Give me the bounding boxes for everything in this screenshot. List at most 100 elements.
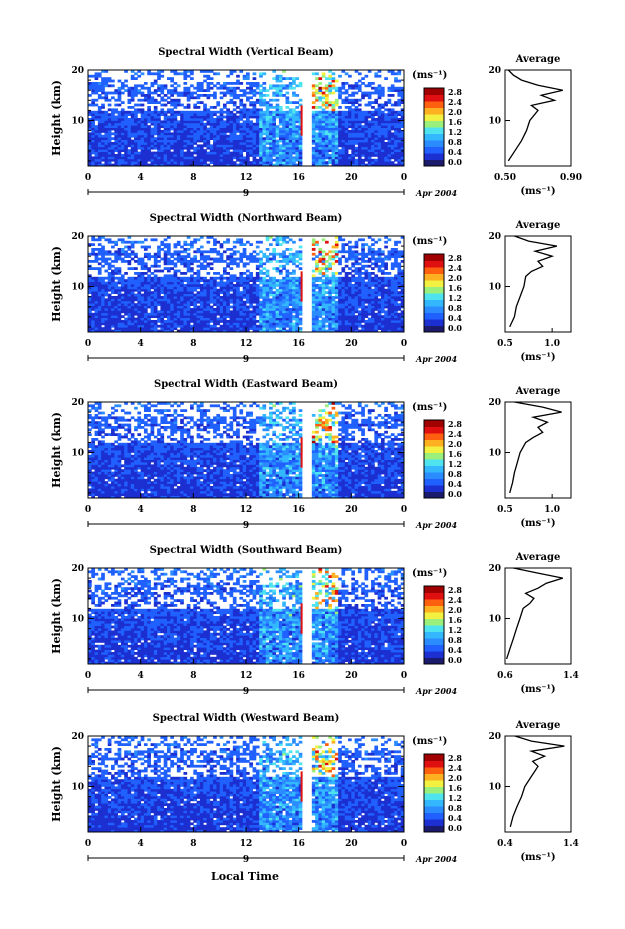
avg-profile-line [507, 69, 563, 162]
y-tick-label: 10 [71, 615, 84, 625]
colorbar-swatch [424, 465, 444, 473]
y-tick-label: 10 [71, 449, 84, 459]
colorbar-tick-label: 2.8 [448, 753, 462, 763]
avg-frame [504, 401, 572, 499]
x-tick-label: 0 [401, 505, 407, 515]
colorbar-frame [423, 253, 445, 333]
colorbar-tick-label: 2.0 [448, 273, 462, 283]
panel-title: Spectral Width (Westward Beam) [153, 713, 340, 724]
colorbar-swatch [424, 786, 444, 794]
date-label: Apr 2004 [415, 686, 458, 696]
avg-y-tick-label: 10 [488, 615, 501, 625]
colorbar-tick-label: 1.2 [448, 625, 462, 635]
colorbar-swatch [424, 459, 444, 466]
colorbar-tick-label: 1.6 [448, 283, 462, 293]
colorbar-tick-label: 1.6 [448, 615, 462, 625]
x-tick-label: 0 [401, 839, 407, 849]
colorbar-swatch [424, 153, 444, 160]
colorbar-tick-label: 1.2 [448, 793, 462, 803]
colorbar-tick-label: 0.0 [448, 157, 462, 167]
colorbar-swatch [424, 120, 444, 128]
colorbar-swatch [424, 806, 444, 813]
colorbar-swatch [424, 605, 444, 613]
colorbar-tick-label: 2.4 [448, 595, 462, 605]
colorbar-tick-label: 2.0 [448, 107, 462, 117]
colorbar-swatch [424, 293, 444, 300]
colorbar-unit: (ms⁻¹) [412, 736, 447, 747]
y-tick-label: 10 [71, 117, 84, 127]
x-tick-label: 12 [240, 505, 253, 515]
x-tick-label: 4 [138, 173, 144, 183]
colorbar-tick-label: 2.0 [448, 773, 462, 783]
colorbar-tick-label: 2.4 [448, 263, 462, 273]
avg-title: Average [515, 54, 561, 65]
colorbar-tick-label: 1.2 [448, 293, 462, 303]
colorbar-swatch [424, 88, 444, 95]
panel-title: Spectral Width (Vertical Beam) [158, 47, 334, 58]
x-tick-label: 0 [85, 173, 91, 183]
colorbar-swatch [424, 299, 444, 307]
y-tick-label: 20 [71, 564, 84, 574]
x-tick-label: 16 [292, 839, 305, 849]
colorbar-swatch [424, 586, 444, 593]
gap-edge-mark [300, 603, 303, 634]
avg-unit-label: (ms⁻¹) [520, 684, 555, 695]
colorbar-swatch [424, 420, 444, 427]
colorbar-swatch [424, 267, 444, 274]
colorbar-frame [423, 753, 445, 833]
colorbar-tick-label: 0.8 [448, 803, 462, 813]
colorbar-swatch [424, 819, 444, 826]
colorbar-swatch [424, 612, 444, 619]
x-tick-label: 4 [138, 505, 144, 515]
heatmap-cells [88, 402, 404, 498]
colorbar-swatch [424, 286, 444, 294]
x-tick-label: 12 [240, 839, 253, 849]
x-tick-label: 12 [240, 173, 253, 183]
x-tick-label: 8 [190, 839, 196, 849]
avg-profile-line [509, 401, 562, 494]
colorbar-swatch [424, 127, 444, 134]
colorbar-swatch [424, 799, 444, 807]
colorbar-swatch [424, 101, 444, 108]
avg-y-tick-label: 10 [488, 449, 501, 459]
avg-x-tick-label: 1.0 [544, 505, 560, 515]
colorbar-swatch [424, 638, 444, 645]
panel-2: Spectral Width (Northward Beam) 10 20 Heigh… [50, 213, 572, 365]
avg-title: Average [515, 220, 561, 231]
avg-profile-line [505, 567, 563, 660]
colorbar-tick-label: 1.6 [448, 783, 462, 793]
colorbar-swatch [424, 773, 444, 781]
avg-x-tick-label: 0.90 [560, 173, 582, 183]
avg-title: Average [515, 552, 561, 563]
colorbar-swatch [424, 140, 444, 147]
y-tick-label: 10 [71, 783, 84, 793]
avg-profile-line [509, 235, 558, 328]
colorbar-tick-label: 2.4 [448, 429, 462, 439]
day-label: 9 [243, 687, 249, 697]
avg-title: Average [515, 386, 561, 397]
colorbar-frame [423, 87, 445, 167]
colorbar-tick-label: 1.6 [448, 449, 462, 459]
colorbar-swatch [424, 159, 444, 167]
avg-x-tick-label: 1.0 [544, 339, 560, 349]
colorbar-tick-label: 0.4 [448, 147, 462, 157]
y-axis-label: Height (km) [50, 578, 63, 654]
colorbar-swatch [424, 657, 444, 665]
colorbar-unit: (ms⁻¹) [412, 402, 447, 413]
colorbar-swatch [424, 306, 444, 313]
y-tick-label: 20 [71, 232, 84, 242]
heatmap-cells [88, 568, 404, 664]
colorbar-tick-label: 1.2 [448, 459, 462, 469]
colorbar-tick-label: 0.4 [448, 479, 462, 489]
panel-title: Spectral Width (Eastward Beam) [154, 379, 338, 390]
avg-y-tick-label: 20 [488, 564, 501, 574]
heatmap-cells [88, 70, 404, 166]
date-label: Apr 2004 [415, 354, 458, 364]
x-tick-label: 16 [292, 173, 305, 183]
heatmap-cells [88, 736, 404, 832]
y-tick-label: 20 [71, 732, 84, 742]
heatmap-cells [88, 236, 404, 332]
x-tick-label: 4 [138, 339, 144, 349]
colorbar-swatch [424, 426, 444, 434]
colorbar-unit: (ms⁻¹) [412, 236, 447, 247]
